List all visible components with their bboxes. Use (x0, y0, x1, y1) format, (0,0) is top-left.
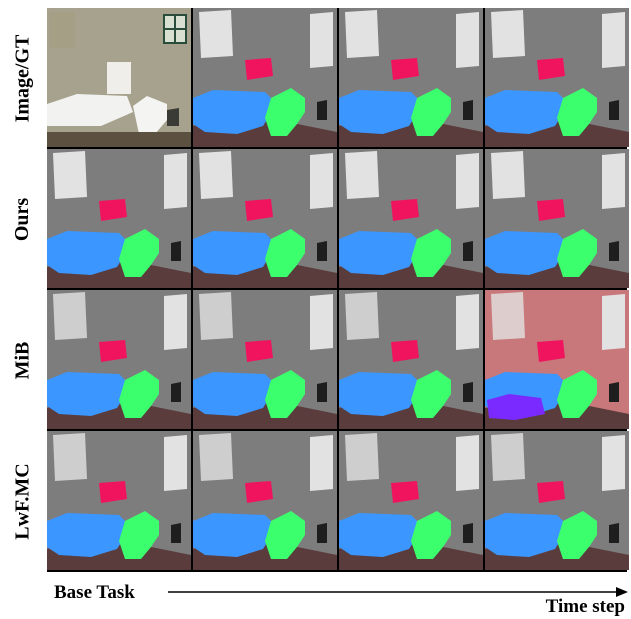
row-label-text: LwF.MC (11, 463, 34, 540)
grid-cell (485, 149, 629, 288)
base-task-label: Base Task (54, 582, 135, 603)
grid-cell (47, 149, 191, 288)
grid-cell (193, 149, 337, 288)
row-label-image-gt: Image/GT (0, 8, 46, 149)
grid-cell (485, 290, 629, 429)
segmentation-map (339, 431, 483, 570)
row-label-text: MiB (11, 341, 34, 380)
segmentation-map (485, 431, 629, 570)
grid-cell (485, 8, 629, 147)
grid-cell (339, 290, 483, 429)
segmentation-map (47, 431, 191, 570)
grid-cell (47, 8, 191, 147)
time-step-label: Time step (545, 596, 625, 617)
segmentation-map (485, 290, 629, 429)
grid-cell (47, 290, 191, 429)
grid-cell (339, 149, 483, 288)
row-label-text: Image/GT (11, 34, 34, 123)
segmentation-map (193, 290, 337, 429)
row-label-mib: MiB (0, 290, 46, 431)
segmentation-map (485, 8, 629, 147)
segmentation-map (47, 149, 191, 288)
grid-cell (193, 431, 337, 570)
row-label-lwf-mc: LwF.MC (0, 431, 46, 572)
grid-cell (485, 431, 629, 570)
row-label-ours: Ours (0, 149, 46, 290)
time-arrow-icon (168, 587, 628, 597)
grid-cell (193, 8, 337, 147)
grid-cell (47, 431, 191, 570)
grid-cell (339, 431, 483, 570)
segmentation-map (193, 431, 337, 570)
segmentation-map (339, 149, 483, 288)
segmentation-map (193, 149, 337, 288)
segmentation-map (193, 8, 337, 147)
segmentation-grid (47, 8, 629, 572)
grid-cell (339, 8, 483, 147)
grid-cell (193, 290, 337, 429)
bathroom-photo (47, 8, 191, 147)
segmentation-map (485, 149, 629, 288)
segmentation-map (339, 290, 483, 429)
segmentation-map (47, 290, 191, 429)
row-label-text: Ours (11, 197, 34, 242)
segmentation-map (339, 8, 483, 147)
